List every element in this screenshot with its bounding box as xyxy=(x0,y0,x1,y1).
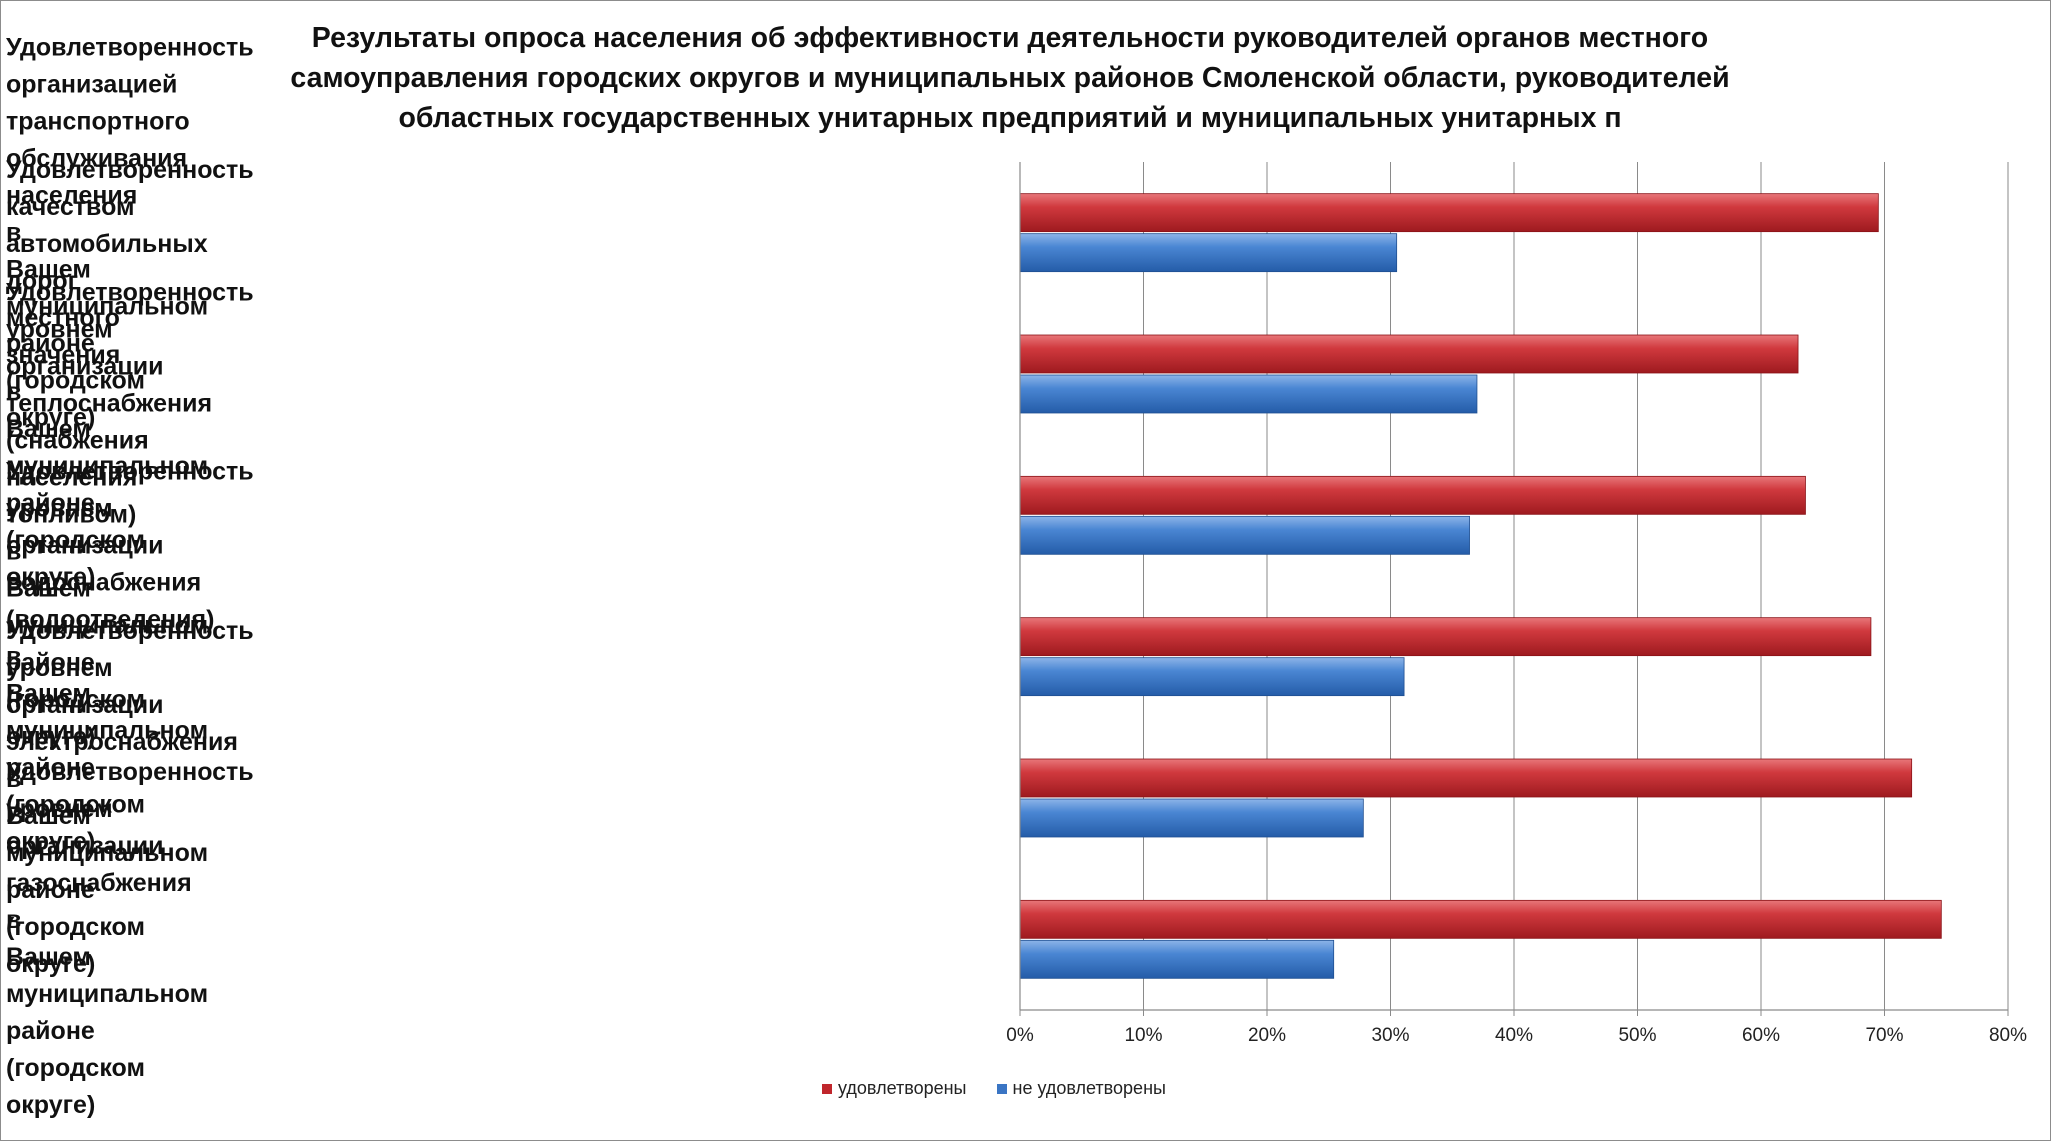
legend: удовлетворены не удовлетворены xyxy=(822,1078,1166,1099)
legend-label: удовлетворены xyxy=(838,1078,967,1098)
gridlines xyxy=(1019,162,2009,1010)
legend-label: не удовлетворены xyxy=(1012,1078,1166,1098)
bar-not-satisfied xyxy=(1019,515,1470,555)
x-tick-label: 40% xyxy=(1495,1025,1533,1046)
bar-satisfied xyxy=(1019,617,1872,657)
chart-title-line: областных государственных унитарных пред… xyxy=(398,102,1622,134)
legend-item: удовлетворены xyxy=(822,1078,967,1099)
bars xyxy=(1019,193,1942,979)
bar-not-satisfied xyxy=(1019,657,1405,697)
x-tick-label: 60% xyxy=(1742,1025,1780,1046)
bar-satisfied xyxy=(1019,334,1799,374)
category-labels: Удовлетворенность организацией транспорт… xyxy=(6,33,254,1119)
bar-not-satisfied xyxy=(1019,939,1335,979)
chart-title-line: самоуправления городских округов и муниц… xyxy=(290,62,1730,94)
chart-title: Результаты опроса населения об эффективн… xyxy=(150,18,1870,138)
x-tick-label: 80% xyxy=(1989,1025,2027,1046)
bar-satisfied xyxy=(1019,758,1913,798)
bar-satisfied xyxy=(1019,475,1806,515)
legend-swatch-red xyxy=(822,1083,832,1094)
bar-satisfied xyxy=(1019,193,1879,233)
legend-item: не удовлетворены xyxy=(996,1078,1166,1099)
bar-not-satisfied xyxy=(1019,233,1398,273)
x-tick-label: 70% xyxy=(1865,1025,1903,1046)
chart-title-line: Результаты опроса населения об эффективн… xyxy=(311,22,1709,54)
bar-not-satisfied xyxy=(1019,798,1364,838)
x-tick-label: 50% xyxy=(1618,1025,1656,1046)
x-axis: 0% 10% 20% 30% 40% 50% 60% 70% 80% xyxy=(1006,162,2027,1046)
bar-satisfied xyxy=(1019,899,1942,939)
legend-swatch-blue xyxy=(996,1083,1007,1094)
x-tick-label: 20% xyxy=(1248,1025,1286,1046)
x-tick-label: 30% xyxy=(1371,1025,1409,1046)
bar-not-satisfied xyxy=(1019,374,1478,414)
x-tick-label: 10% xyxy=(1124,1025,1162,1046)
x-tick-label: 0% xyxy=(1006,1025,1034,1046)
